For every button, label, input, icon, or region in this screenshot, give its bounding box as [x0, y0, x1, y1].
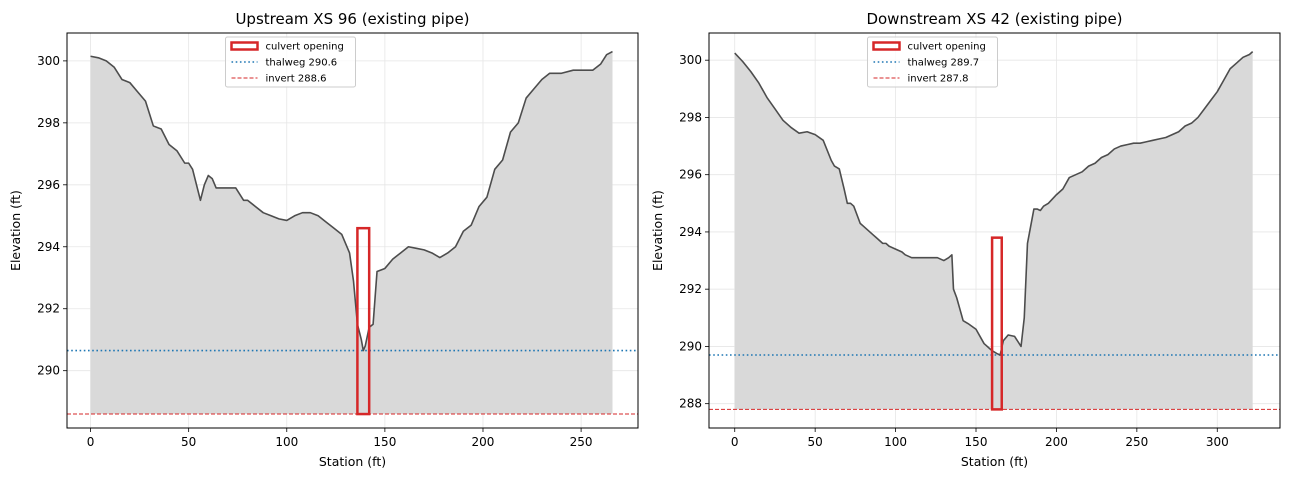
y-tick-label: 300 [37, 54, 60, 68]
x-tick-label: 150 [373, 435, 396, 449]
terrain-fill-layer [734, 51, 1253, 410]
chart-title: Downstream XS 42 (existing pipe) [866, 10, 1122, 28]
legend-culvert-swatch [872, 41, 901, 51]
y-tick-label: 292 [679, 282, 702, 296]
tick-layer: 0 50 100 150 200 250 290 292 294 296 298 300 [37, 54, 592, 449]
terrain-profile-line [734, 51, 1254, 356]
legend-thalweg-label: thalweg 290.6 [266, 58, 338, 69]
legend-invert-label: invert 288.6 [266, 74, 327, 85]
y-tick-label: 298 [37, 116, 60, 130]
legend: culvert opening thalweg 289.7 invert 287… [867, 36, 998, 88]
legend-culvert-label: culvert opening [266, 42, 344, 53]
x-tick-label: 100 [275, 435, 298, 449]
legend-thalweg-label: thalweg 289.7 [908, 58, 980, 69]
x-tick-label: 200 [472, 435, 495, 449]
x-tick-label: 50 [808, 435, 823, 449]
x-tick-label: 50 [181, 435, 196, 449]
terrain-fill-layer [90, 51, 613, 415]
y-tick-label: 296 [679, 168, 702, 182]
reference-lines [67, 349, 638, 415]
terrain-fill [90, 51, 613, 415]
y-axis-label: Elevation (ft) [8, 190, 23, 271]
terrain-line-layer [90, 50, 613, 352]
y-tick-label: 298 [679, 110, 702, 124]
x-tick-label: 0 [731, 435, 739, 449]
culvert-layer [356, 226, 371, 416]
x-tick-label: 250 [1125, 435, 1148, 449]
downstream-chart: 0 50 100 150 200 250 300288290292294296298300 … [650, 10, 1281, 469]
culvert-opening-rect [990, 236, 1003, 411]
legend-invert-label: invert 287.8 [908, 74, 969, 85]
y-tick-label: 290 [37, 364, 60, 378]
x-tick-label: 250 [570, 435, 593, 449]
y-tick-label: 294 [37, 240, 60, 254]
y-tick-label: 292 [37, 302, 60, 316]
x-axis-label: Station (ft) [961, 454, 1028, 469]
y-tick-label: 294 [679, 225, 702, 239]
terrain-fill [734, 51, 1253, 410]
culvert-opening-rect [356, 226, 371, 416]
legend-culvert-label: culvert opening [908, 42, 986, 53]
legend: culvert opening thalweg 290.6 invert 288… [225, 36, 356, 88]
y-axis-label: Elevation (ft) [650, 190, 665, 271]
culvert-layer [990, 236, 1003, 411]
terrain-line-layer [734, 51, 1254, 356]
tick-layer: 0 50 100 150 200 250 300 288 290 292 294 296 298 300 [679, 53, 1229, 449]
chart-title: Upstream XS 96 (existing pipe) [235, 10, 469, 28]
x-tick-label: 0 [87, 435, 95, 449]
y-tick-label: 288 [679, 397, 702, 411]
axes-frame [66, 32, 639, 429]
y-tick-label: 290 [679, 339, 702, 353]
x-axis-label: Station (ft) [319, 454, 386, 469]
upstream-chart: 0 50 100 150 200 250 290 292 294 296 298 300 Upstre… [8, 10, 639, 469]
legend-culvert-swatch [230, 41, 259, 51]
y-tick-label: 296 [37, 178, 60, 192]
x-tick-label: 150 [965, 435, 988, 449]
x-tick-label: 200 [1045, 435, 1068, 449]
y-tick-label: 300 [679, 53, 702, 67]
terrain-profile-line [90, 50, 613, 352]
x-tick-label: 100 [884, 435, 907, 449]
axes-frame [708, 32, 1281, 429]
x-tick-label: 300 [1206, 435, 1229, 449]
